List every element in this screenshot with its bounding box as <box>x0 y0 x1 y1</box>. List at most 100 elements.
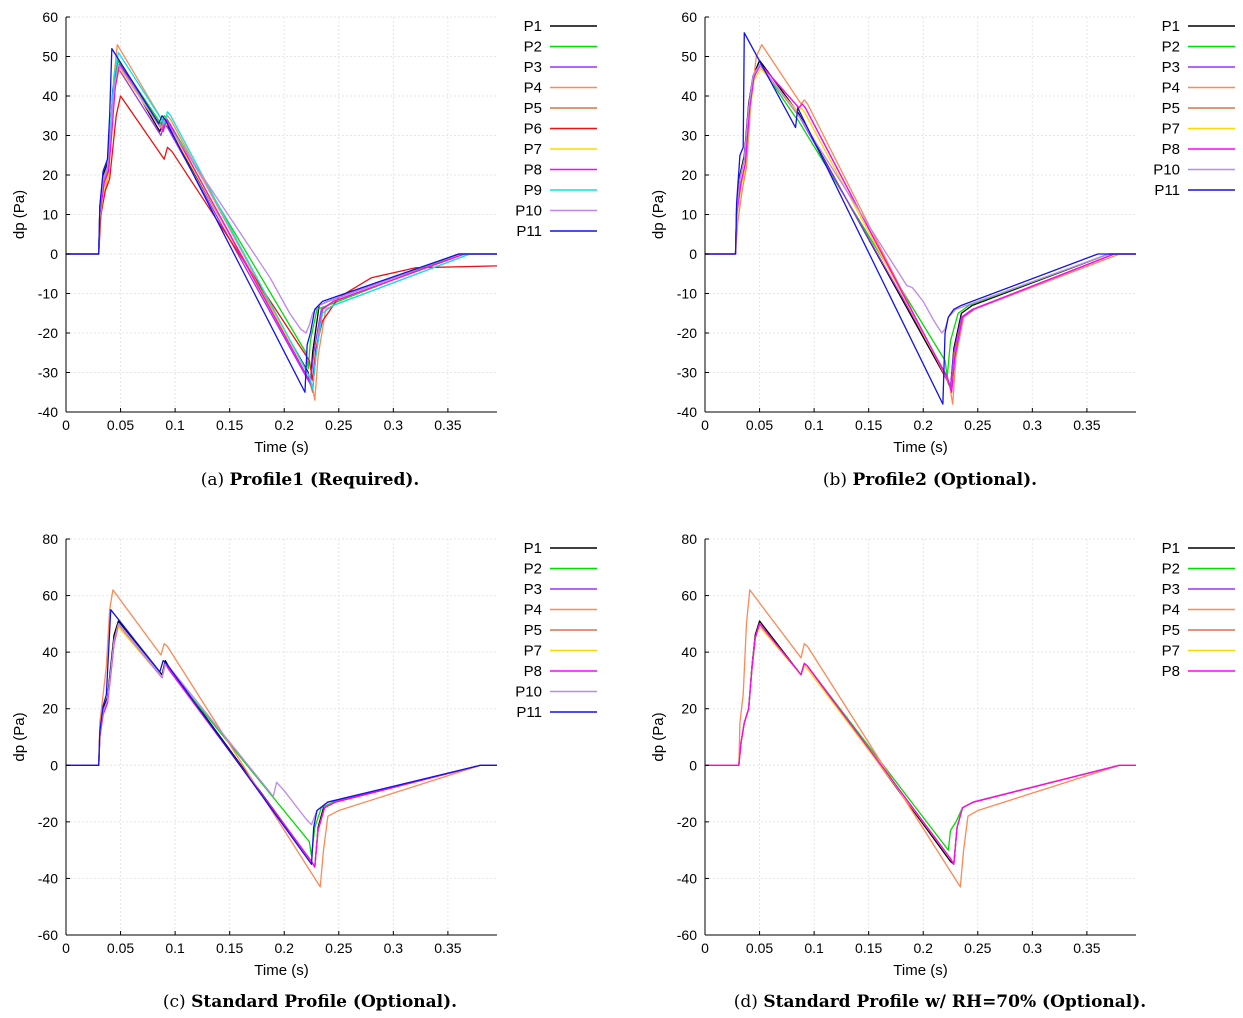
y-tick-label: 60 <box>681 9 697 25</box>
y-tick-label: -40 <box>677 404 697 420</box>
legend-label-p4: P4 <box>524 602 542 619</box>
legend-label-p2: P2 <box>524 561 542 578</box>
caption-a: (a) Profile1 (Required). <box>120 470 500 490</box>
y-tick-label: 0 <box>689 246 697 262</box>
x-tick-label: 0 <box>62 417 70 433</box>
x-tick-label: 0.15 <box>855 940 882 956</box>
x-axis-label: Time (s) <box>893 439 947 456</box>
series-line-p11 <box>66 609 497 865</box>
series-line-p8 <box>705 623 1136 865</box>
x-tick-label: 0.2 <box>274 940 294 956</box>
y-tick-label: 30 <box>42 128 58 144</box>
legend-label-p7: P7 <box>1162 121 1180 138</box>
legend: P1 P2 P3 P4 P5 P7 P8 <box>1162 540 1235 680</box>
y-tick-label: 0 <box>689 757 697 773</box>
series-line-p11 <box>705 32 1136 405</box>
legend-label-p11: P11 <box>1154 182 1180 199</box>
y-tick-label: 20 <box>42 167 58 183</box>
y-axis-label: dp (Pa) <box>11 712 28 761</box>
series-line-p4 <box>705 589 1136 888</box>
y-tick-label: 20 <box>681 167 697 183</box>
caption-title: Standard Profile w/ RH=70% (Optional). <box>763 992 1147 1012</box>
x-axis-label: Time (s) <box>254 439 308 456</box>
series-line-p1 <box>705 620 1136 865</box>
x-tick-label: 0.1 <box>165 417 185 433</box>
x-tick-label: 0.05 <box>746 940 773 956</box>
legend-label-p8: P8 <box>1162 663 1180 680</box>
caption-d: (d) Standard Profile w/ RH=70% (Optional… <box>680 992 1200 1012</box>
x-tick-label: 0.3 <box>384 417 404 433</box>
legend: P1 P2 P3 P4 P5 P7 P8 P10 P11 <box>1153 18 1235 199</box>
y-axis-label: dp (Pa) <box>650 712 667 761</box>
y-tick-label: 20 <box>42 701 58 717</box>
y-tick-label: 10 <box>42 207 58 223</box>
y-tick-label: 0 <box>50 757 58 773</box>
x-tick-label: 0 <box>701 417 709 433</box>
x-tick-label: 0.35 <box>1073 417 1100 433</box>
x-tick-label: 0.25 <box>964 940 991 956</box>
x-tick-label: 0.3 <box>1023 940 1043 956</box>
gridlines <box>65 16 497 413</box>
series-line-p10 <box>66 63 497 334</box>
series-group <box>66 44 497 401</box>
legend-label-p6: P6 <box>524 121 542 138</box>
x-tick-label: 0 <box>62 940 70 956</box>
y-tick-label: 60 <box>681 588 697 604</box>
legend-label-p7: P7 <box>524 643 542 660</box>
x-tick-label: 0.15 <box>216 417 243 433</box>
caption-label: (a) <box>200 470 225 490</box>
legend-label-p7: P7 <box>1162 643 1180 660</box>
x-tick-label: 0.15 <box>216 940 243 956</box>
x-tick-label: 0.25 <box>325 417 352 433</box>
caption-c: (c) Standard Profile (Optional). <box>90 992 530 1012</box>
legend-label-p3: P3 <box>1162 59 1180 76</box>
legend-label-p1: P1 <box>524 540 542 557</box>
legend-label-p5: P5 <box>524 622 542 639</box>
series-group <box>66 589 497 888</box>
legend-label-p8: P8 <box>524 162 542 179</box>
series-line-p8 <box>66 63 497 389</box>
y-tick-label: 0 <box>50 246 58 262</box>
x-tick-label: 0.1 <box>804 417 824 433</box>
legend-label-p10: P10 <box>515 684 542 701</box>
y-tick-label: 30 <box>681 128 697 144</box>
x-tick-label: 0.1 <box>804 940 824 956</box>
y-tick-label: 20 <box>681 701 697 717</box>
legend-label-p4: P4 <box>1162 80 1180 97</box>
y-tick-label: -20 <box>677 814 697 830</box>
legend-label-p2: P2 <box>1162 561 1180 578</box>
x-tick-label: 0.35 <box>1073 940 1100 956</box>
y-tick-label: 80 <box>42 531 58 547</box>
gridlines <box>704 538 1136 936</box>
caption-label: (d) <box>733 992 758 1012</box>
y-axis-label: dp (Pa) <box>650 190 667 239</box>
x-tick-label: 0.1 <box>165 940 185 956</box>
legend-label-p1: P1 <box>1162 18 1180 35</box>
series-line-p8 <box>705 63 1136 393</box>
y-tick-label: -40 <box>677 870 697 886</box>
x-tick-label: 0.05 <box>107 940 134 956</box>
y-tick-label: 60 <box>42 9 58 25</box>
x-tick-label: 0.25 <box>325 940 352 956</box>
series-line-p7 <box>705 626 1136 865</box>
caption-title: Profile2 (Optional). <box>852 470 1038 490</box>
y-tick-label: -30 <box>677 365 697 381</box>
caption-title: Profile1 (Required). <box>229 470 420 490</box>
legend-label-p2: P2 <box>524 39 542 56</box>
legend: P1 P2 P3 P4 P5 P7 P8 P10 P11 <box>515 540 597 721</box>
y-tick-label: -10 <box>677 286 697 302</box>
legend-label-p4: P4 <box>524 80 542 97</box>
x-tick-label: 0.05 <box>746 417 773 433</box>
y-tick-label: -60 <box>38 927 58 943</box>
legend-label-p3: P3 <box>524 59 542 76</box>
y-tick-label: 40 <box>42 644 58 660</box>
legend-label-p10: P10 <box>515 203 542 220</box>
y-tick-label: -10 <box>38 286 58 302</box>
legend-label-p3: P3 <box>524 581 542 598</box>
y-tick-label: -20 <box>38 814 58 830</box>
legend-label-p10: P10 <box>1153 162 1180 179</box>
